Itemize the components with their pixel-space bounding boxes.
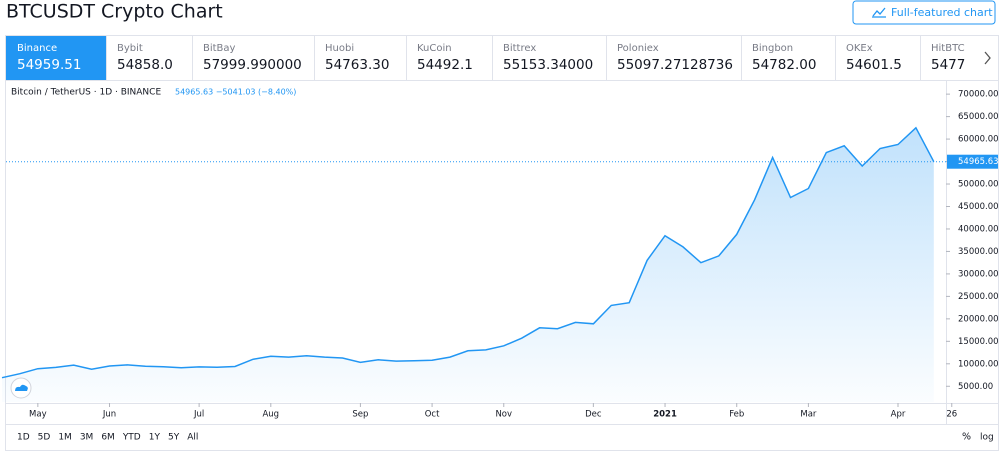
x-tick-label: Jul — [193, 410, 204, 420]
page-title: BTCUSDT Crypto Chart — [6, 1, 223, 23]
area-fill — [2, 127, 934, 403]
exchange-price: 54492.1 — [417, 57, 473, 73]
exchange-name: KuCoin — [417, 43, 452, 54]
exchange-tab[interactable] — [492, 36, 606, 80]
x-tick-label: May — [29, 410, 47, 420]
chart-icon — [872, 7, 886, 18]
chart: 5000.00 10000.00 15000.00 20000.00 25000.00 3… — [1, 81, 999, 424]
exchange-tab[interactable] — [314, 36, 406, 80]
x-tick-label: Aug — [262, 410, 279, 420]
exchange-price: 54959.51 — [17, 57, 81, 73]
exchange-name: Bingbon — [752, 43, 793, 54]
exchange-price: 54858.0 — [117, 57, 173, 73]
exchange-tab[interactable] — [106, 36, 192, 80]
exchange-name: Poloniex — [617, 43, 659, 54]
exchange-price: 55153.34000 — [503, 57, 593, 73]
y-tick-label: 30000.00 — [958, 269, 999, 279]
log-toggle[interactable]: log — [980, 433, 994, 443]
exchange-tab[interactable] — [6, 36, 106, 80]
x-tick-label: Sep — [352, 410, 368, 420]
exchange-name: Huobi — [325, 43, 354, 54]
exchange-price: 57999.990000 — [203, 57, 302, 73]
y-tick-label: 70000.00 — [958, 90, 999, 100]
y-tick-label: 5000.00 — [958, 382, 993, 392]
range-button[interactable]: 1D — [17, 433, 30, 443]
exchange-name: Binance — [17, 43, 57, 54]
last-price-box — [947, 154, 998, 169]
last-price-label: 54965.63 — [958, 157, 999, 167]
logo-icon — [15, 384, 28, 391]
range-button[interactable]: 1Y — [149, 433, 161, 443]
price-line — [1, 126, 935, 379]
exchange-tab[interactable] — [920, 36, 975, 80]
y-tick-label: 15000.00 — [958, 337, 999, 347]
range-button[interactable]: 5Y — [168, 433, 180, 443]
exchange-tab[interactable] — [741, 36, 835, 80]
x-tick-label: Nov — [495, 410, 512, 420]
chart-legend-values: 54965.63 −5041.03 (−8.40%) — [175, 88, 296, 97]
scroll-arrow[interactable] — [984, 51, 991, 65]
exchange-price: 54763.30 — [325, 57, 389, 73]
x-tick-label: Mar — [800, 410, 817, 420]
exchange-price: 54782.00 — [752, 57, 816, 73]
y-tick-label: 20000.00 — [958, 314, 999, 324]
exchange-tab[interactable] — [606, 36, 741, 80]
x-tick-label: Dec — [585, 410, 602, 420]
range-button[interactable]: YTD — [122, 433, 141, 443]
toolbar: 1D 5D 1M 3M 6M YTD 1Y 5Y All% log — [17, 432, 994, 443]
y-tick-label: 65000.00 — [958, 112, 999, 122]
exchange-name: HitBTC — [931, 43, 965, 54]
x-tick-label: 2021 — [653, 410, 677, 420]
exchange-name: BitBay — [203, 43, 236, 54]
range-button[interactable]: 1M — [58, 433, 72, 443]
y-tick-label: 40000.00 — [958, 224, 999, 234]
range-button[interactable]: All — [187, 433, 198, 443]
exchange-tab[interactable] — [192, 36, 314, 80]
y-tick-label: 25000.00 — [958, 292, 999, 302]
x-tick-label: Jun — [102, 410, 116, 420]
exchange-name: Bybit — [117, 43, 143, 54]
full-chart-button[interactable] — [852, 0, 996, 25]
exchange-price: 54601.5 — [846, 57, 902, 73]
range-button[interactable]: 3M — [80, 433, 94, 443]
y-tick-label: 35000.00 — [958, 247, 999, 257]
x-tick-label: Oct — [425, 410, 440, 420]
exchange-tabs: Binance 54959.51 Bybit 54858.0 BitBay 57999.9… — [6, 36, 998, 80]
range-button[interactable]: 6M — [101, 433, 115, 443]
y-tick-label: 50000.00 — [958, 180, 999, 190]
percent-toggle[interactable]: % — [962, 432, 971, 443]
x-tick-label: Feb — [729, 410, 744, 420]
tab-fade — [966, 36, 998, 80]
y-tick-label: 10000.00 — [958, 359, 999, 369]
button-label: Full-featured chart — [891, 6, 993, 19]
exchange-name: OKEx — [846, 43, 873, 54]
x-tick-label: 26 — [946, 410, 957, 420]
chart-legend-title: Bitcoin / TetherUS · 1D · BINANCE — [11, 88, 161, 98]
y-tick-label: 45000.00 — [958, 202, 999, 212]
y-tick-label: 60000.00 — [958, 135, 999, 145]
widget-frame — [5, 35, 999, 451]
exchange-tab[interactable] — [406, 36, 492, 80]
x-tick-label: Apr — [891, 410, 906, 420]
exchange-price: 55097.27128736 — [617, 57, 733, 73]
exchange-tab[interactable] — [835, 36, 920, 80]
exchange-name: Bittrex — [503, 43, 536, 54]
range-button[interactable]: 5D — [38, 433, 51, 443]
